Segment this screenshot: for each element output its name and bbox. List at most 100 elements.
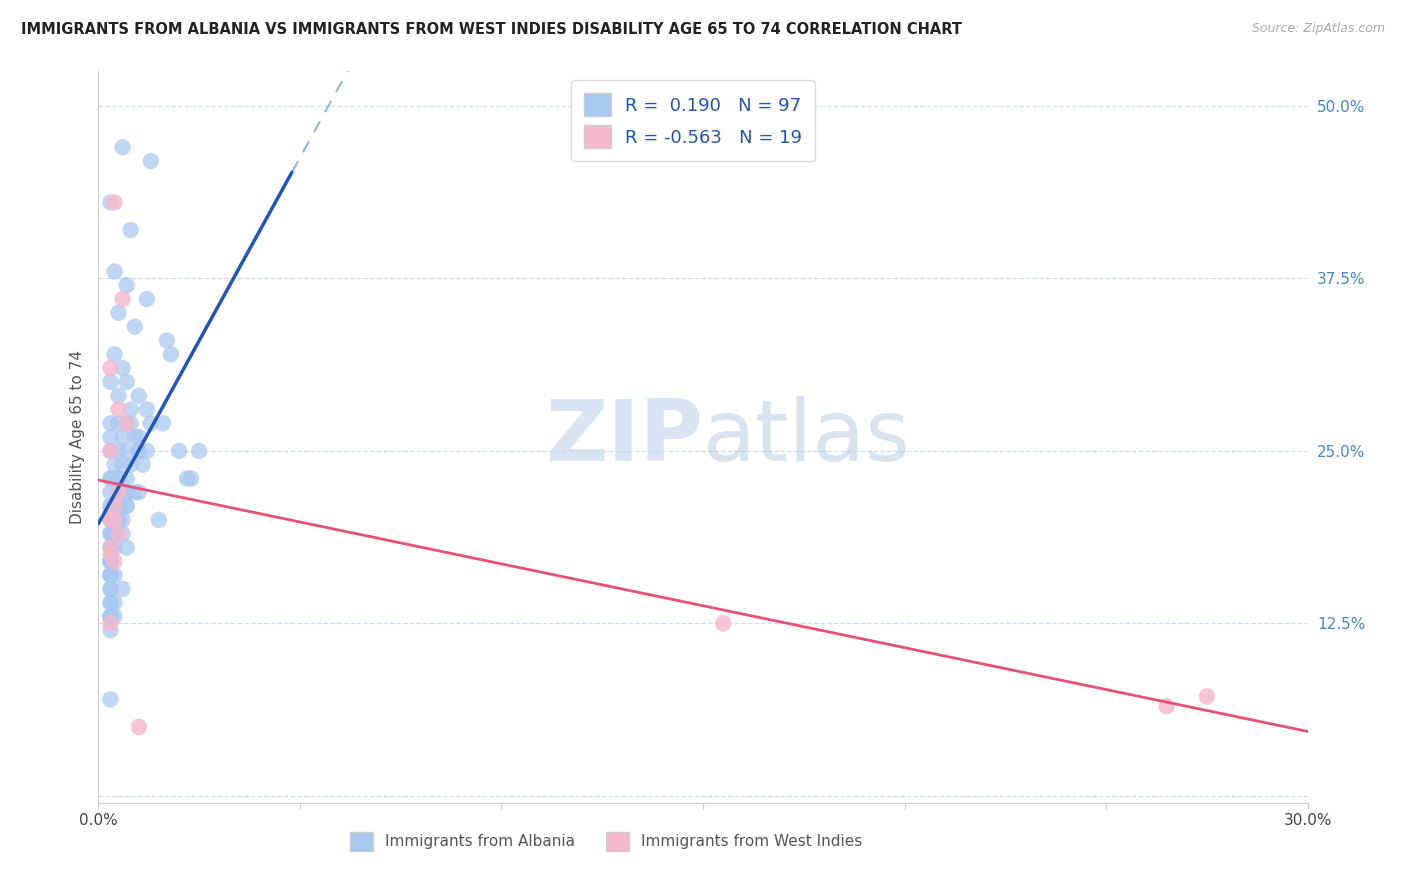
Point <box>100 568 122 582</box>
Point <box>107 499 129 513</box>
Point <box>100 430 122 444</box>
Point <box>100 568 122 582</box>
Point <box>100 541 122 555</box>
Point <box>124 430 146 444</box>
Point <box>115 499 138 513</box>
Point <box>100 692 122 706</box>
Point <box>107 471 129 485</box>
Point <box>132 458 155 472</box>
Point <box>103 513 125 527</box>
Point <box>115 417 138 431</box>
Point <box>100 361 122 376</box>
Point <box>107 485 129 500</box>
Point <box>120 458 142 472</box>
Point <box>103 264 125 278</box>
Point <box>107 471 129 485</box>
Point <box>100 541 122 555</box>
Text: atlas: atlas <box>703 395 911 479</box>
Point <box>100 609 122 624</box>
Point <box>107 526 129 541</box>
Point <box>100 513 122 527</box>
Point <box>103 568 125 582</box>
Point <box>100 554 122 568</box>
Point <box>139 154 162 169</box>
Point <box>115 471 138 485</box>
Text: Source: ZipAtlas.com: Source: ZipAtlas.com <box>1251 22 1385 36</box>
Point <box>148 513 170 527</box>
Point <box>100 375 122 389</box>
Point <box>100 443 122 458</box>
Point <box>115 499 138 513</box>
Point <box>107 443 129 458</box>
Point <box>107 389 129 403</box>
Point <box>107 485 129 500</box>
Point <box>115 485 138 500</box>
Point <box>115 443 138 458</box>
Point <box>111 292 134 306</box>
Point <box>176 471 198 485</box>
Point <box>107 513 129 527</box>
Point <box>124 485 146 500</box>
Point <box>100 624 122 638</box>
Point <box>107 306 129 320</box>
Point <box>100 554 122 568</box>
Legend: Immigrants from Albania, Immigrants from West Indies: Immigrants from Albania, Immigrants from… <box>344 825 869 857</box>
Point <box>103 554 125 568</box>
Point <box>100 485 122 500</box>
Point <box>128 430 150 444</box>
Point <box>111 582 134 596</box>
Point <box>103 609 125 624</box>
Point <box>103 458 125 472</box>
Point <box>100 471 122 485</box>
Point <box>180 471 202 485</box>
Point <box>128 389 150 403</box>
Point <box>103 195 125 210</box>
Point <box>100 513 122 527</box>
Point <box>152 417 174 431</box>
Point <box>111 140 134 154</box>
Point <box>120 223 142 237</box>
Point <box>167 443 190 458</box>
Point <box>115 278 138 293</box>
Point <box>139 417 162 431</box>
Point <box>100 541 122 555</box>
Point <box>103 526 125 541</box>
Text: IMMIGRANTS FROM ALBANIA VS IMMIGRANTS FROM WEST INDIES DISABILITY AGE 65 TO 74 C: IMMIGRANTS FROM ALBANIA VS IMMIGRANTS FR… <box>21 22 962 37</box>
Point <box>135 402 157 417</box>
Point <box>100 513 122 527</box>
Point <box>111 430 134 444</box>
Point <box>711 616 734 631</box>
Point <box>160 347 183 361</box>
Point <box>103 347 125 361</box>
Point <box>111 361 134 376</box>
Point <box>120 402 142 417</box>
Point <box>100 568 122 582</box>
Point <box>107 402 129 417</box>
Point <box>100 443 122 458</box>
Point <box>100 195 122 210</box>
Point <box>100 499 122 513</box>
Point <box>135 292 157 306</box>
Point <box>103 526 125 541</box>
Point <box>100 616 122 631</box>
Point <box>103 541 125 555</box>
Point <box>100 526 122 541</box>
Point <box>100 582 122 596</box>
Point <box>120 417 142 431</box>
Point <box>103 596 125 610</box>
Point <box>100 554 122 568</box>
Point <box>135 443 157 458</box>
Point <box>103 513 125 527</box>
Point <box>124 319 146 334</box>
Point <box>100 609 122 624</box>
Point <box>107 417 129 431</box>
Point <box>128 485 150 500</box>
Point <box>103 499 125 513</box>
Point <box>100 471 122 485</box>
Point <box>107 513 129 527</box>
Point <box>188 443 211 458</box>
Y-axis label: Disability Age 65 to 74: Disability Age 65 to 74 <box>69 350 84 524</box>
Point <box>111 526 134 541</box>
Point <box>100 596 122 610</box>
Point <box>156 334 179 348</box>
